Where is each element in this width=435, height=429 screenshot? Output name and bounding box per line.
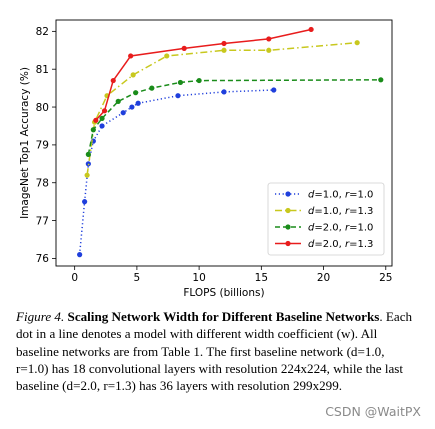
data-point — [378, 77, 384, 83]
legend-marker-2 — [285, 207, 291, 214]
data-point — [85, 151, 91, 157]
legend-marker-1 — [285, 191, 291, 197]
figure-caption: Figure 4. Scaling Network Width for Diff… — [16, 308, 418, 394]
data-point — [77, 252, 83, 258]
series-line-1 — [78, 89, 274, 255]
y-tick-label: 78 — [36, 178, 49, 190]
data-point — [164, 53, 170, 59]
data-point — [266, 36, 272, 42]
legend-label-2: d=1.0, r=1.3 — [308, 206, 373, 217]
data-point — [175, 93, 181, 99]
data-point — [90, 127, 96, 133]
series-line-2 — [86, 41, 358, 176]
y-tick-label: 76 — [36, 253, 50, 265]
x-tick-label: 20 — [317, 272, 330, 284]
data-point — [128, 53, 134, 59]
data-point — [130, 72, 136, 78]
legend-label-4: d=2.0, r=1.3 — [308, 239, 373, 250]
data-point — [221, 89, 227, 95]
data-point — [99, 115, 105, 121]
y-tick-label: 80 — [36, 102, 49, 114]
data-point — [129, 104, 135, 110]
y-tick-label: 81 — [36, 64, 49, 76]
data-point — [308, 26, 314, 33]
x-tick-label: 0 — [71, 272, 78, 284]
axes-frame — [55, 19, 393, 267]
watermark-text: CSDN @WaitPX — [325, 404, 421, 419]
data-point — [177, 79, 184, 86]
data-point — [135, 100, 141, 106]
legend-marker-4 — [285, 240, 291, 247]
data-point — [110, 77, 116, 84]
data-point — [221, 47, 227, 53]
legend-marker-3 — [285, 224, 291, 230]
x-tick-label: 15 — [255, 272, 268, 284]
scaling-width-chart: 0 5 10 15 20 25 76 77 78 79 80 81 82 FLOPS (billions)… — [19, 19, 393, 299]
data-point — [82, 199, 88, 205]
data-point — [115, 98, 121, 104]
y-tick-label: 82 — [36, 26, 49, 38]
caption-body: . Each dot in a line denotes a model wit… — [16, 309, 413, 394]
x-tick-label: 10 — [192, 272, 205, 284]
data-point — [271, 87, 277, 93]
x-tick-label: 25 — [379, 272, 392, 284]
data-point — [266, 47, 272, 53]
plot-area: 0 5 10 15 20 25 76 77 78 79 80 81 82 FLOPS (billions)… — [19, 19, 393, 299]
y-tick-label: 79 — [36, 140, 49, 152]
data-point — [93, 117, 99, 123]
series-line-4 — [95, 28, 312, 121]
data-point — [196, 77, 202, 84]
x-tick-label: 5 — [134, 272, 141, 284]
data-point — [99, 123, 105, 129]
data-point — [84, 172, 90, 178]
data-point — [120, 110, 126, 116]
figure-label: Figure 4. — [16, 309, 65, 324]
series-line-3 — [87, 79, 381, 155]
data-point — [181, 45, 187, 51]
legend-label-3: d=2.0, r=1.0 — [308, 223, 373, 234]
y-axis-label: ImageNet Top1 Accuracy (%) — [19, 67, 31, 219]
legend-box — [267, 182, 385, 256]
legend-label-1: d=1.0, r=1.0 — [308, 190, 373, 201]
y-tick-label: 77 — [36, 215, 49, 227]
data-point — [221, 40, 227, 47]
data-point — [149, 85, 155, 91]
data-point — [354, 40, 360, 46]
data-point — [133, 90, 139, 96]
figure-title: Scaling Network Width for Different Base… — [67, 309, 380, 324]
x-axis-label: FLOPS (billions) — [183, 287, 264, 299]
data-point — [101, 108, 108, 114]
